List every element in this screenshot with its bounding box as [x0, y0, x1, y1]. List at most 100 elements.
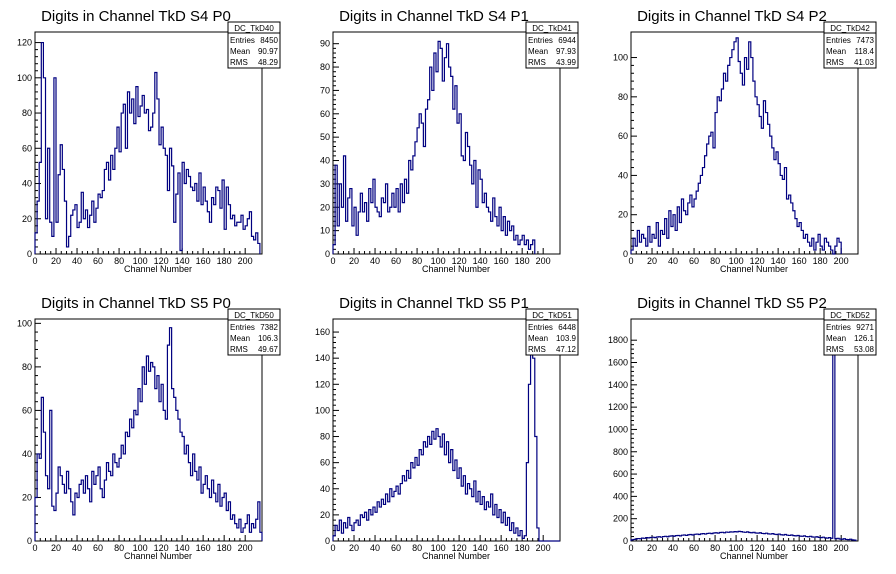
y-tick-label: 0 — [325, 249, 330, 259]
y-tick-label: 60 — [618, 131, 628, 141]
y-tick-label: 1400 — [608, 380, 628, 390]
plot-frame — [34, 31, 263, 255]
stats-mean-value: 106.3 — [258, 334, 279, 343]
y-tick-label: 10 — [320, 226, 330, 236]
stats-mean-value: 97.93 — [556, 47, 577, 56]
x-axis-label: Channel Number — [422, 551, 490, 561]
y-tick-label: 40 — [320, 484, 330, 494]
y-tick-label: 100 — [17, 73, 32, 83]
y-tick-label: 100 — [613, 53, 628, 63]
y-tick-label: 50 — [320, 132, 330, 142]
y-tick-label: 1000 — [608, 424, 628, 434]
x-tick-label: 80 — [710, 543, 720, 553]
histogram-panel-tkd-s4-p0: Digits in Channel TkD S4 P0 Channel Numb… — [0, 0, 298, 287]
y-tick-label: 100 — [17, 318, 32, 328]
histogram-svg-tkd-s5-p2: Digits in Channel TkD S5 P2 Channel Numb… — [608, 295, 877, 561]
x-tick-label: 80 — [412, 256, 422, 266]
y-tick-label: 30 — [320, 179, 330, 189]
x-tick-label: 0 — [628, 543, 633, 553]
x-axis-label: Channel Number — [422, 264, 490, 274]
stats-mean-label: Mean — [528, 334, 548, 343]
y-tick-label: 40 — [22, 179, 32, 189]
y-tick-label: 60 — [22, 405, 32, 415]
stats-rms-value: 43.99 — [556, 58, 577, 67]
histogram-line — [630, 350, 857, 541]
stats-entries-label: Entries — [230, 36, 255, 45]
y-tick-label: 120 — [315, 379, 330, 389]
histogram-svg-tkd-s4-p1: Digits in Channel TkD S4 P1 Channel Numb… — [320, 8, 579, 274]
histogram-panel-tkd-s4-p1: Digits in Channel TkD S4 P1 Channel Numb… — [298, 0, 596, 287]
stats-mean-value: 90.97 — [258, 47, 279, 56]
x-tick-label: 0 — [32, 256, 37, 266]
y-tick-label: 0 — [27, 536, 32, 546]
x-tick-label: 160 — [494, 543, 509, 553]
y-tick-label: 800 — [613, 447, 628, 457]
histogram-panel-tkd-s5-p1: Digits in Channel TkD S5 P1 Channel Numb… — [298, 287, 596, 574]
stats-rms-label: RMS — [826, 345, 844, 354]
stats-mean-value: 126.1 — [854, 334, 875, 343]
y-tick-label: 0 — [623, 249, 628, 259]
y-tick-label: 200 — [613, 514, 628, 524]
x-axis-label: Channel Number — [720, 551, 788, 561]
y-tick-label: 80 — [618, 92, 628, 102]
x-tick-label: 160 — [196, 256, 211, 266]
histogram-line — [630, 37, 842, 255]
stats-name: DC_TkD52 — [830, 311, 870, 320]
x-tick-label: 140 — [771, 543, 786, 553]
x-tick-label: 120 — [154, 256, 169, 266]
stats-rms-label: RMS — [230, 345, 248, 354]
y-tick-label: 120 — [17, 38, 32, 48]
stats-mean-label: Mean — [826, 47, 846, 56]
y-tick-label: 20 — [320, 202, 330, 212]
stats-box: DC_TkD51 Entries 6448 Mean 103.9 RMS 47.… — [525, 308, 579, 356]
x-tick-label: 140 — [771, 256, 786, 266]
histogram-line — [332, 344, 560, 542]
y-tick-label: 600 — [613, 469, 628, 479]
x-tick-label: 180 — [515, 256, 530, 266]
histogram-title: Digits in Channel TkD S5 P2 — [637, 295, 827, 312]
stats-box: DC_TkD52 Entries 9271 Mean 126.1 RMS 53.… — [823, 308, 877, 356]
y-tick-label: 80 — [22, 108, 32, 118]
x-tick-label: 60 — [93, 543, 103, 553]
x-tick-label: 140 — [473, 543, 488, 553]
stats-rms-value: 53.08 — [854, 345, 875, 354]
x-tick-label: 80 — [710, 256, 720, 266]
x-tick-label: 40 — [72, 256, 82, 266]
y-tick-label: 140 — [315, 353, 330, 363]
x-tick-label: 40 — [370, 256, 380, 266]
x-tick-label: 100 — [729, 256, 744, 266]
x-tick-label: 20 — [349, 256, 359, 266]
y-tick-label: 80 — [320, 432, 330, 442]
x-axis-label: Channel Number — [124, 551, 192, 561]
x-axis-label: Channel Number — [720, 264, 788, 274]
x-tick-label: 80 — [114, 256, 124, 266]
x-tick-label: 100 — [133, 256, 148, 266]
x-tick-label: 100 — [133, 543, 148, 553]
x-tick-label: 80 — [114, 543, 124, 553]
x-tick-label: 0 — [330, 256, 335, 266]
x-tick-label: 180 — [813, 543, 828, 553]
stats-box: DC_TkD42 Entries 7473 Mean 118.4 RMS 41.… — [823, 21, 877, 69]
y-tick-label: 0 — [325, 536, 330, 546]
histogram-title: Digits in Channel TkD S4 P0 — [41, 8, 231, 25]
stats-box: DC_TkD41 Entries 6944 Mean 97.93 RMS 43.… — [525, 21, 579, 69]
stats-entries-label: Entries — [826, 36, 851, 45]
y-tick-label: 60 — [22, 143, 32, 153]
stats-rms-label: RMS — [826, 58, 844, 67]
plot-frame — [332, 31, 561, 255]
histogram-line — [34, 41, 261, 254]
x-tick-label: 120 — [452, 543, 467, 553]
stats-name: DC_TkD40 — [234, 24, 274, 33]
histogram-title: Digits in Channel TkD S4 P1 — [339, 8, 529, 25]
y-tick-label: 160 — [315, 327, 330, 337]
y-tick-label: 40 — [320, 156, 330, 166]
x-tick-label: 180 — [217, 543, 232, 553]
stats-box: DC_TkD40 Entries 8450 Mean 90.97 RMS 48.… — [227, 21, 281, 69]
histogram-svg-tkd-s5-p0: Digits in Channel TkD S5 P0 Channel Numb… — [17, 295, 281, 561]
x-tick-label: 200 — [834, 543, 849, 553]
stats-rms-label: RMS — [528, 58, 546, 67]
y-tick-label: 20 — [22, 214, 32, 224]
stats-entries-value: 8450 — [260, 36, 278, 45]
x-tick-label: 180 — [813, 256, 828, 266]
